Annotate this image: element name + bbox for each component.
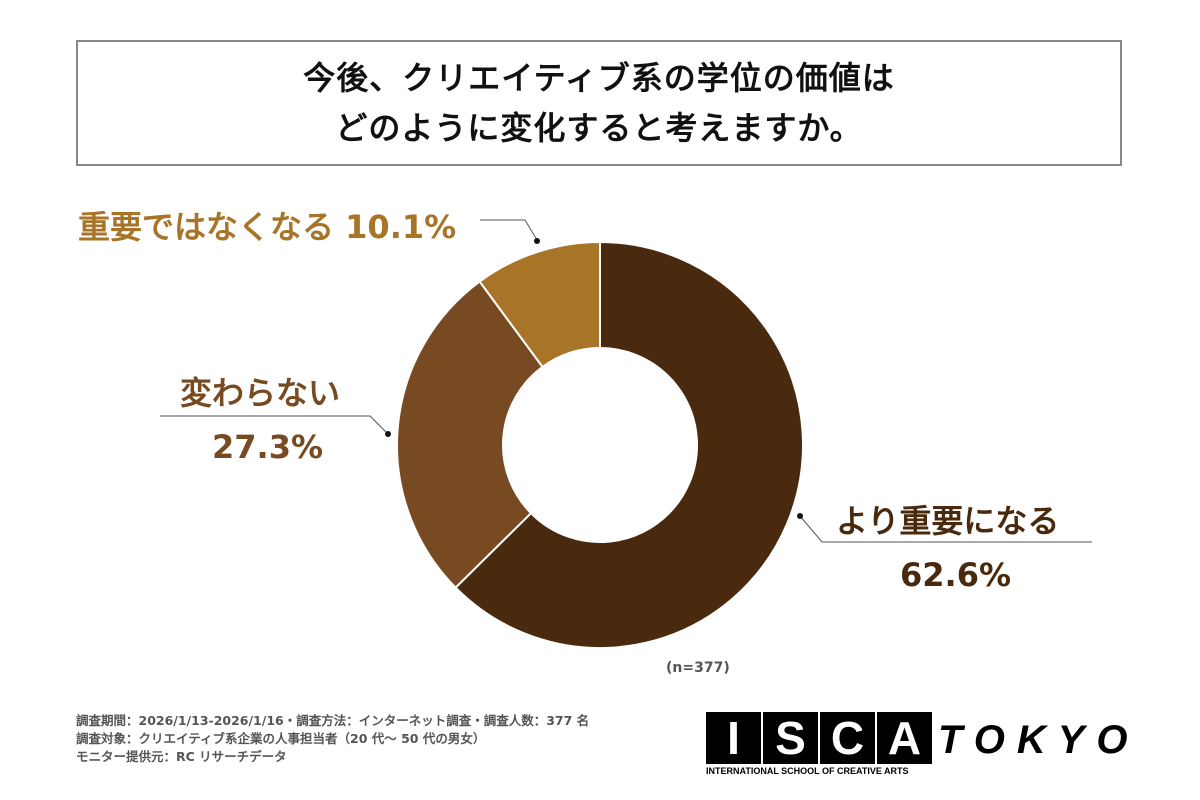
leader-dot-less [534, 238, 540, 244]
footnote-provider: モニター提供元：RC リサーチデータ [76, 749, 287, 764]
leader-dot-more [797, 513, 803, 519]
isca-tokyo-logo: I S C A TOKYO INTERNATIONAL SCHOOL OF CR… [706, 712, 1128, 776]
title-box: 今後、クリエイティブ系の学位の価値は どのように変化すると考えますか。 [76, 40, 1122, 166]
value-more-important: 62.6% [900, 556, 1012, 594]
leader-line-same [160, 415, 389, 435]
leader-line-more [799, 515, 1092, 543]
sample-size: (n=377) [666, 660, 730, 676]
logo-letter: A [877, 712, 932, 764]
donut-slice-1 [396, 280, 544, 590]
leader-line-less [480, 219, 538, 241]
label-more-important: より重要になる [836, 502, 1060, 540]
logo-letter: S [763, 712, 818, 764]
logo-tokyo: TOKYO [938, 718, 1140, 762]
donut-slice-2 [478, 240, 601, 369]
footnote-target: 調査対象：クリエイティブ系企業の人事担当者（20 代～ 50 代の男女） [76, 731, 486, 746]
leader-dot-same [385, 431, 391, 437]
survey-footnote: 調査期間：2026/1/13-2026/1/16・調査方法：インターネット調査・… [76, 712, 589, 766]
title-line-2: どのように変化すると考えますか。 [335, 109, 863, 147]
label-unchanged: 変わらない [180, 374, 341, 412]
footnote-period: 調査期間：2026/1/13-2026/1/16・調査方法：インターネット調査・… [76, 713, 590, 728]
title-line-1: 今後、クリエイティブ系の学位の価値は [303, 59, 895, 97]
donut-slice-0 [454, 240, 804, 649]
logo-subtitle: INTERNATIONAL SCHOOL OF CREATIVE ARTS [706, 766, 909, 776]
logo-letter: I [706, 712, 761, 764]
value-unchanged: 27.3% [212, 428, 324, 466]
label-less-important: 重要ではなくなる 10.1% [78, 208, 457, 246]
logo-letter: C [820, 712, 875, 764]
